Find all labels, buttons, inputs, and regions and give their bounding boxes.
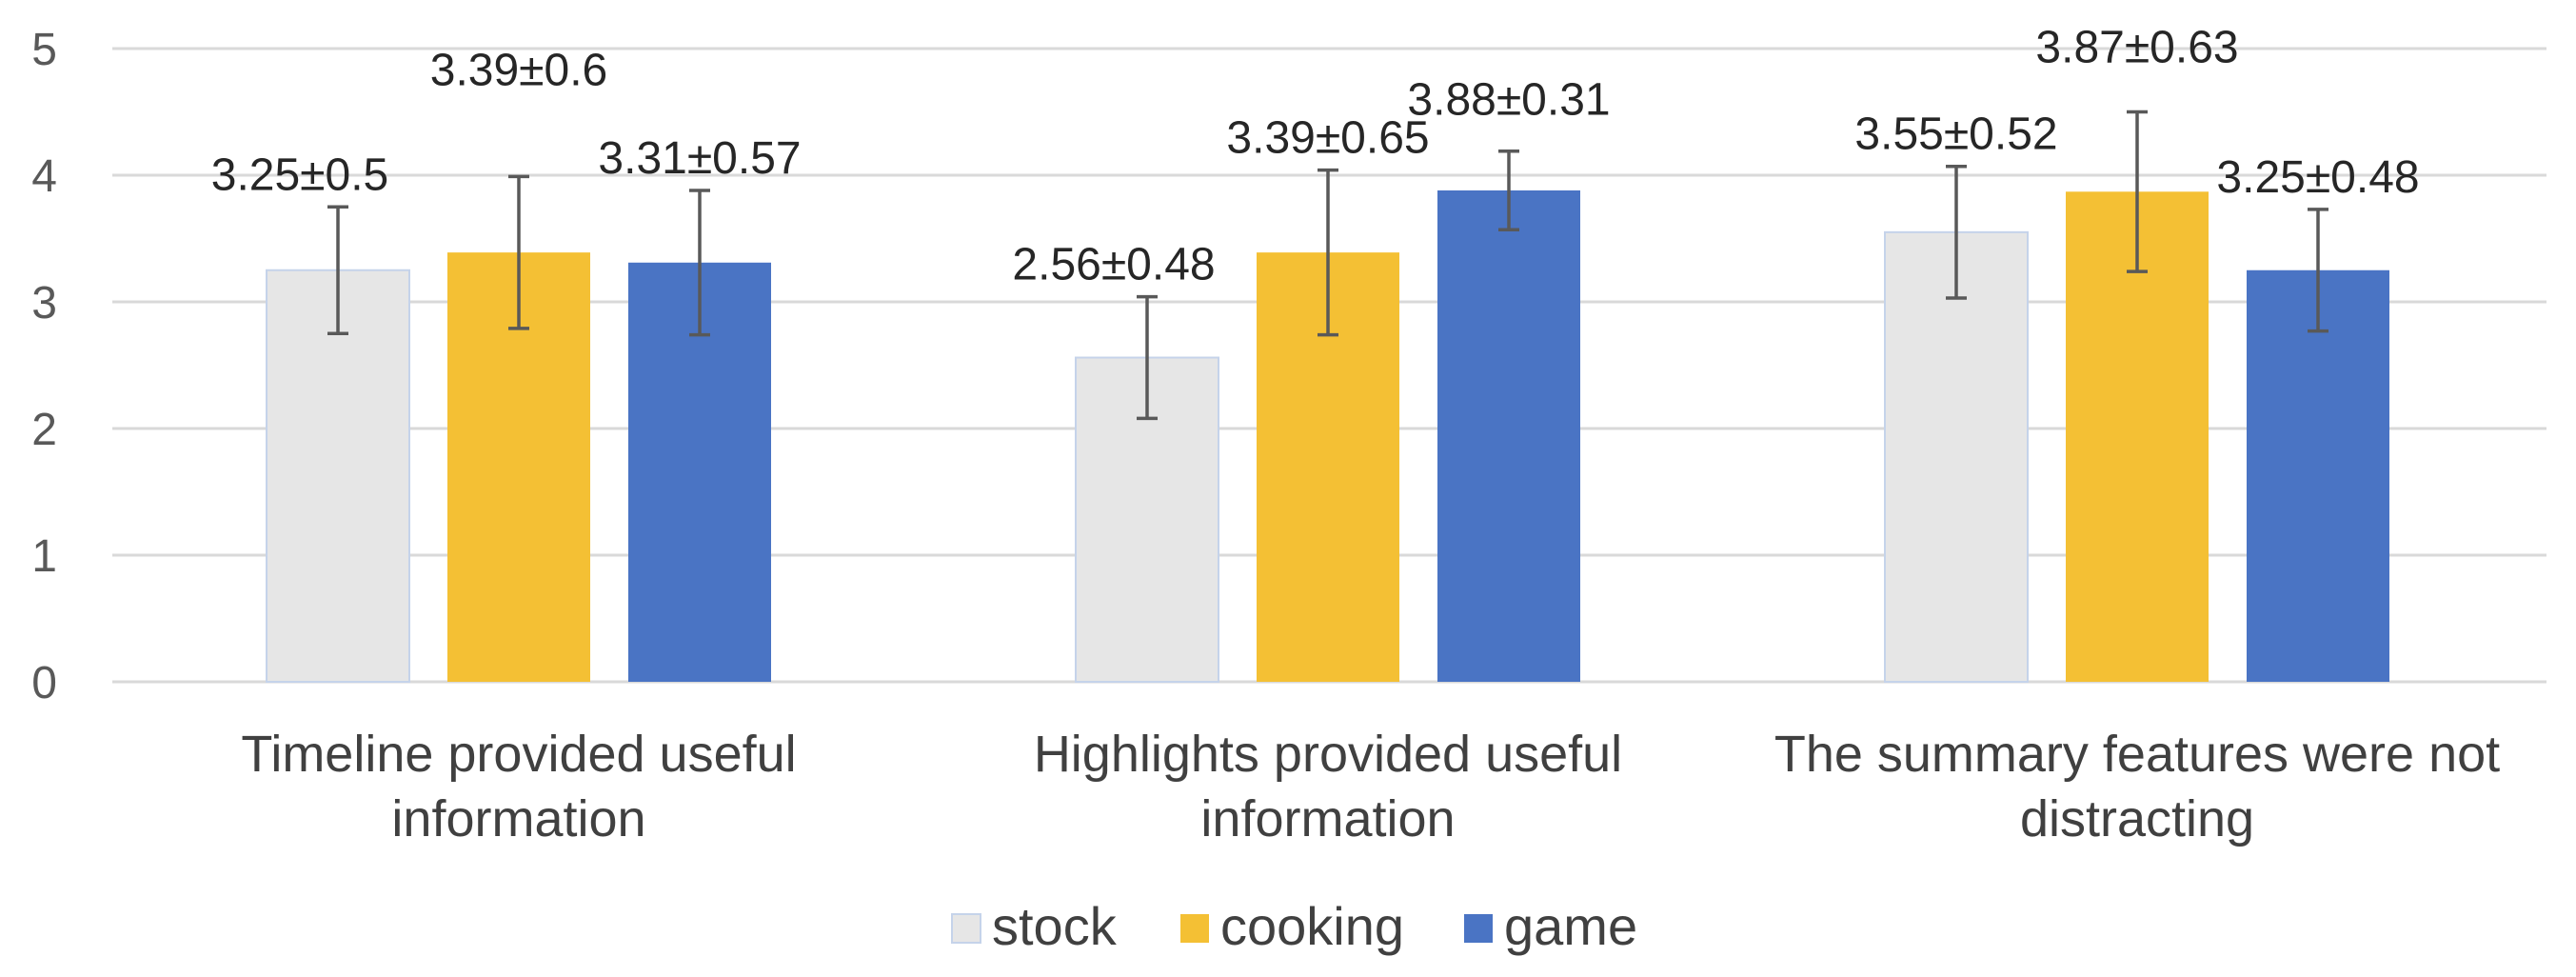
legend-swatch	[951, 913, 981, 944]
y-tick-label: 5	[31, 25, 57, 75]
data-label-stock: 3.55±0.52	[1854, 110, 2057, 160]
error-bar-cooking	[2127, 110, 2148, 273]
bar-stock	[266, 269, 410, 683]
category-label: Highlights provided useful information	[1034, 726, 1622, 847]
data-label-stock: 2.56±0.48	[1012, 240, 1215, 290]
error-bar-stock	[1137, 294, 1158, 421]
legend-label: cooking	[1220, 896, 1404, 956]
y-tick-label: 3	[31, 278, 57, 329]
category-label: Timeline provided useful information	[241, 726, 796, 847]
error-bar-stock	[1946, 164, 1967, 300]
category-label: The summary features were not distracting	[1774, 726, 2500, 847]
bar-game	[2247, 269, 2389, 682]
data-label-cooking: 3.39±0.65	[1226, 113, 1429, 164]
y-tick-label: 2	[31, 405, 57, 455]
error-bar-cooking	[508, 174, 529, 330]
data-label-stock: 3.25±0.5	[211, 150, 389, 200]
bars	[266, 189, 2389, 683]
legend-item-game: game	[1464, 896, 1637, 956]
error-bars	[327, 110, 2328, 421]
legend-label: game	[1504, 896, 1637, 956]
legend-item-cooking: cooking	[1180, 896, 1404, 956]
bar-cooking	[2066, 191, 2209, 683]
error-bar-cooking	[1318, 168, 1338, 337]
y-tick-label: 4	[31, 151, 57, 202]
y-tick-label: 1	[31, 531, 57, 582]
legend-swatch	[1464, 914, 1493, 943]
error-bar-stock	[327, 205, 348, 335]
data-label-game: 3.31±0.57	[598, 133, 801, 184]
bar-stock	[1884, 230, 2029, 683]
error-bar-game	[2308, 208, 2328, 333]
bar-game	[1437, 189, 1580, 682]
category-labels: Timeline provided useful information Highl…	[241, 726, 2500, 847]
legend-swatch	[1180, 914, 1209, 943]
data-label-game: 3.25±0.48	[2216, 152, 2419, 203]
data-label-game: 3.88±0.31	[1407, 75, 1610, 126]
y-tick-label: 0	[31, 658, 57, 708]
data-labels: 3.25±0.5 2.56±0.48 3.55±0.52 3.39±0.6 3.39±0…	[211, 23, 2420, 290]
y-axis: 0 1 2 3 4 5	[31, 25, 57, 708]
legend: stock cooking game	[951, 896, 1637, 956]
legend-item-stock: stock	[951, 896, 1118, 956]
legend-label: stock	[992, 896, 1118, 956]
data-label-cooking: 3.87±0.63	[2035, 23, 2238, 73]
error-bar-game	[689, 189, 710, 337]
error-bar-game	[1498, 149, 1519, 231]
data-label-cooking: 3.39±0.6	[430, 45, 608, 95]
